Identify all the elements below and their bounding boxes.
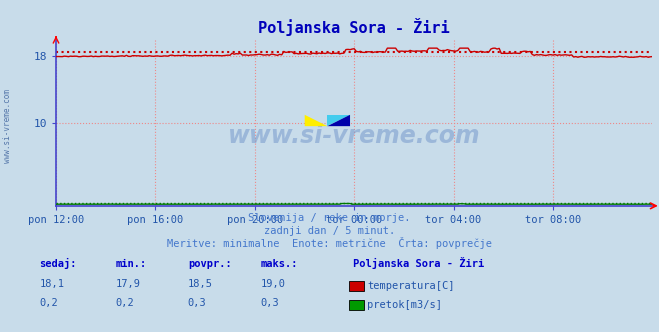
- Text: Poljanska Sora - Žiri: Poljanska Sora - Žiri: [353, 257, 484, 269]
- Text: Slovenija / reke in morje.: Slovenija / reke in morje.: [248, 213, 411, 223]
- Text: maks.:: maks.:: [260, 259, 298, 269]
- Text: pretok[m3/s]: pretok[m3/s]: [367, 300, 442, 310]
- Text: 0,3: 0,3: [188, 298, 206, 308]
- Text: sedaj:: sedaj:: [40, 258, 77, 269]
- Text: 19,0: 19,0: [260, 279, 285, 289]
- Text: 17,9: 17,9: [115, 279, 140, 289]
- Text: min.:: min.:: [115, 259, 146, 269]
- Polygon shape: [304, 115, 328, 126]
- Text: 0,2: 0,2: [115, 298, 134, 308]
- Title: Poljanska Sora - Žiri: Poljanska Sora - Žiri: [258, 18, 450, 36]
- Text: 18,5: 18,5: [188, 279, 213, 289]
- Polygon shape: [328, 115, 350, 126]
- Text: povpr.:: povpr.:: [188, 259, 231, 269]
- Text: 18,1: 18,1: [40, 279, 65, 289]
- Polygon shape: [328, 115, 350, 126]
- Text: www.si-vreme.com: www.si-vreme.com: [3, 89, 13, 163]
- Text: Meritve: minimalne  Enote: metrične  Črta: povprečje: Meritve: minimalne Enote: metrične Črta:…: [167, 237, 492, 249]
- Text: 0,3: 0,3: [260, 298, 279, 308]
- Text: zadnji dan / 5 minut.: zadnji dan / 5 minut.: [264, 226, 395, 236]
- Text: www.si-vreme.com: www.si-vreme.com: [228, 124, 480, 148]
- Text: 0,2: 0,2: [40, 298, 58, 308]
- Text: temperatura[C]: temperatura[C]: [367, 281, 455, 291]
